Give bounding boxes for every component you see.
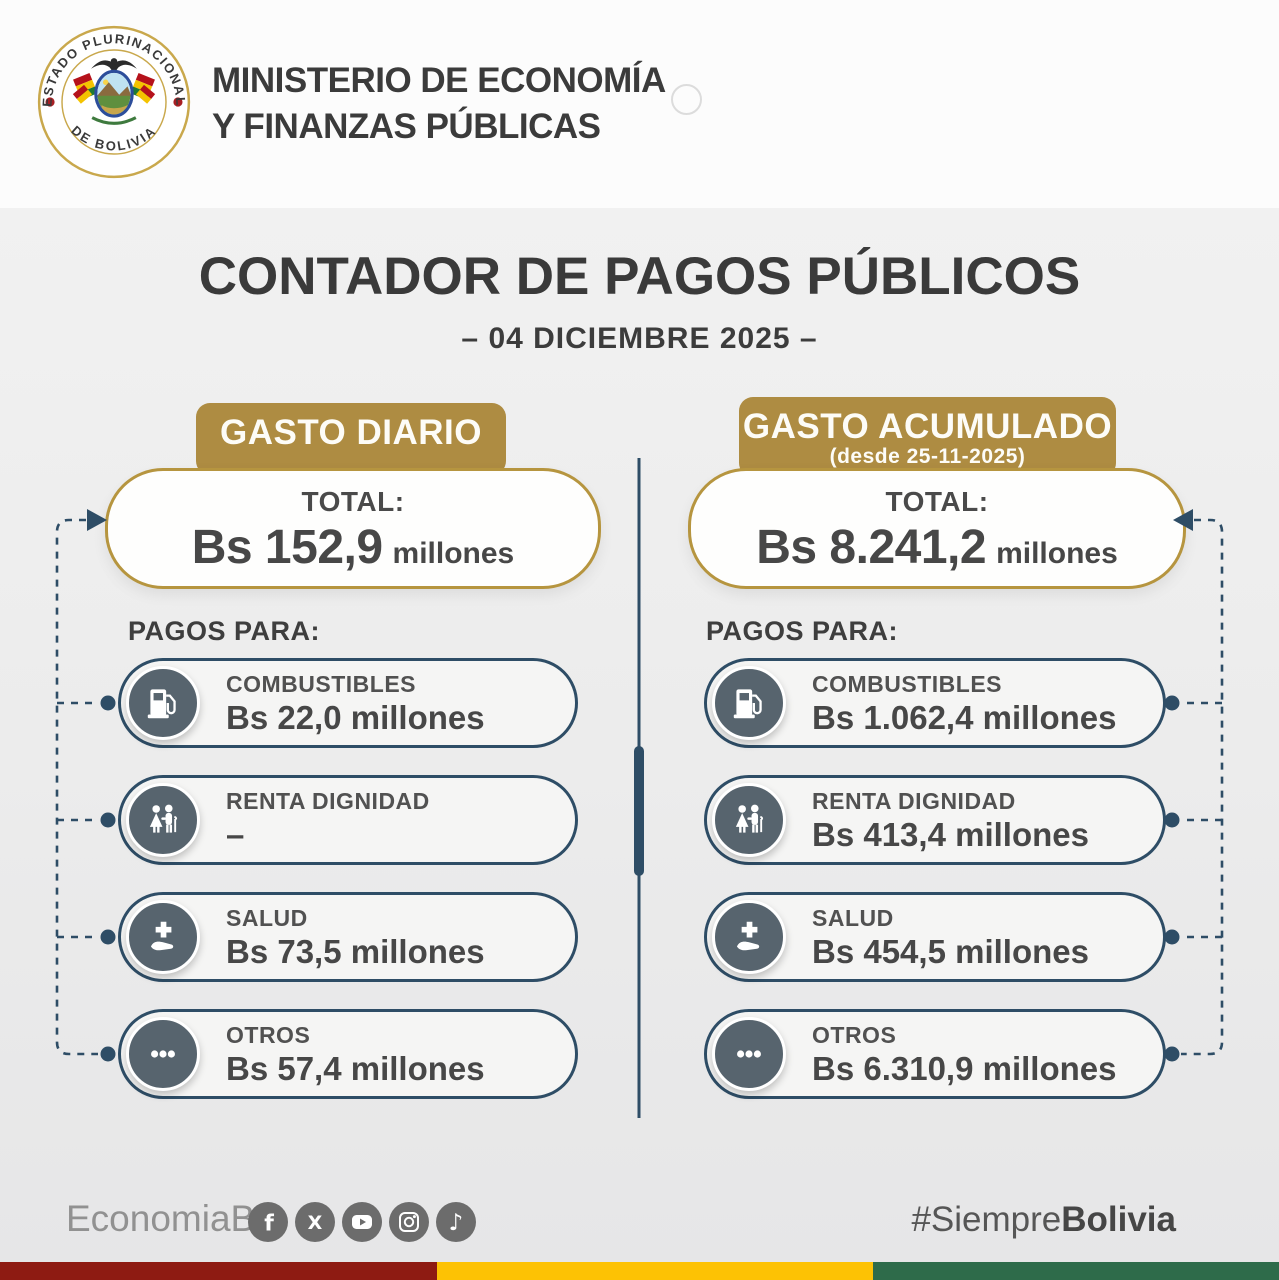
- tab-gasto-diario-label: GASTO DIARIO: [219, 413, 483, 452]
- svg-text:X: X: [308, 1212, 323, 1234]
- row-label: SALUD: [812, 904, 894, 931]
- pagos-para-label-accumulated: PAGOS PARA:: [706, 616, 899, 646]
- total-amount-accumulated: Bs 8.241,2: [756, 521, 987, 574]
- flag-tricolor-stripe: [0, 1262, 1279, 1280]
- fuel-pump-icon: [712, 666, 786, 740]
- tab-gasto-acumulado-sublabel: (desde 25-11-2025): [829, 445, 1026, 468]
- decorative-circle-outline: [671, 84, 702, 115]
- row-label: RENTA DIGNIDAD: [226, 787, 430, 814]
- ministry-name: MINISTERIO DE ECONOMÍA Y FINANZAS PÚBLIC…: [212, 58, 666, 150]
- row-label: OTROS: [226, 1021, 311, 1048]
- total-unit-daily: millones: [392, 537, 515, 570]
- row-value: –: [226, 815, 245, 853]
- total-pill-accumulated: TOTAL: Bs 8.241,2 millones: [688, 468, 1186, 589]
- stripe-green: [873, 1262, 1279, 1280]
- hashtag-siempre-bolivia: #SiempreBolivia: [911, 1200, 1176, 1240]
- page-title: CONTADOR DE PAGOS PÚBLICOS: [198, 247, 1081, 306]
- date-subtitle: – 04 DICIEMBRE 2025 –: [461, 322, 818, 355]
- row-value: Bs 454,5 millones: [812, 932, 1089, 970]
- row-accumulated-salud: SALUD Bs 454,5 millones: [704, 892, 1166, 982]
- row-label: COMBUSTIBLES: [812, 670, 1002, 697]
- total-label-daily: TOTAL:: [301, 486, 405, 517]
- health-hand-cross-icon: [712, 900, 786, 974]
- row-daily-otros: OTROS Bs 57,4 millones: [118, 1009, 578, 1099]
- tab-gasto-diario: GASTO DIARIO: [196, 403, 506, 475]
- row-value: Bs 22,0 millones: [226, 698, 485, 736]
- row-value: Bs 6.310,9 millones: [812, 1049, 1117, 1087]
- row-value: Bs 57,4 millones: [226, 1049, 485, 1087]
- svg-text:f: f: [264, 1212, 274, 1237]
- health-hand-cross-icon: [126, 900, 200, 974]
- header: ESTADO PLURINACIONAL DE BOLIVIA: [0, 0, 1279, 208]
- svg-text:♪: ♪: [449, 1210, 464, 1236]
- stripe-red: [0, 1262, 437, 1280]
- row-accumulated-renta-dignidad: RENTA DIGNIDAD Bs 413,4 millones: [704, 775, 1166, 865]
- row-label: OTROS: [812, 1021, 897, 1048]
- youtube-icon: [342, 1202, 382, 1242]
- hashtag-bold: Bolivia: [1061, 1200, 1176, 1239]
- elderly-couple-icon: [126, 783, 200, 857]
- tiktok-icon: ♪: [436, 1202, 476, 1242]
- ministry-line1: MINISTERIO DE ECONOMÍA: [212, 61, 666, 100]
- row-accumulated-combustibles: COMBUSTIBLES Bs 1.062,4 millones: [704, 658, 1166, 748]
- row-label: COMBUSTIBLES: [226, 670, 416, 697]
- row-value: Bs 413,4 millones: [812, 815, 1089, 853]
- row-value: Bs 1.062,4 millones: [812, 698, 1117, 736]
- social-icons: f X ♪: [248, 1202, 476, 1242]
- row-label: SALUD: [226, 904, 308, 931]
- row-daily-renta-dignidad: RENTA DIGNIDAD –: [118, 775, 578, 865]
- row-accumulated-otros: OTROS Bs 6.310,9 millones: [704, 1009, 1166, 1099]
- ellipsis-icon: [126, 1017, 200, 1091]
- bolivia-state-seal: ESTADO PLURINACIONAL DE BOLIVIA: [37, 25, 191, 179]
- tab-gasto-acumulado-label: GASTO ACUMULADO: [742, 407, 1113, 446]
- row-value: Bs 73,5 millones: [226, 932, 485, 970]
- ministry-line2: Y FINANZAS PÚBLICAS: [212, 107, 601, 146]
- total-pill-daily: TOTAL: Bs 152,9 millones: [105, 468, 601, 589]
- pagos-para-label-daily: PAGOS PARA:: [128, 616, 321, 646]
- fuel-pump-icon: [126, 666, 200, 740]
- x-icon: X: [295, 1202, 335, 1242]
- seal-left-dot: [45, 97, 55, 107]
- ellipsis-icon: [712, 1017, 786, 1091]
- facebook-icon: f: [248, 1202, 288, 1242]
- total-unit-accumulated: millones: [996, 537, 1118, 570]
- elderly-couple-icon: [712, 783, 786, 857]
- total-amount-daily: Bs 152,9: [191, 521, 383, 574]
- seal-right-dot: [173, 97, 183, 107]
- coat-of-arms: [72, 58, 156, 125]
- tab-gasto-acumulado: GASTO ACUMULADO (desde 25-11-2025): [739, 397, 1116, 477]
- row-label: RENTA DIGNIDAD: [812, 787, 1016, 814]
- instagram-icon: [389, 1202, 429, 1242]
- total-label-accumulated: TOTAL:: [885, 486, 989, 517]
- row-daily-combustibles: COMBUSTIBLES Bs 22,0 millones: [118, 658, 578, 748]
- hashtag-regular: #Siempre: [911, 1200, 1062, 1239]
- stripe-yellow: [437, 1262, 873, 1280]
- row-daily-salud: SALUD Bs 73,5 millones: [118, 892, 578, 982]
- social-handle: EconomiaBo: [66, 1198, 276, 1239]
